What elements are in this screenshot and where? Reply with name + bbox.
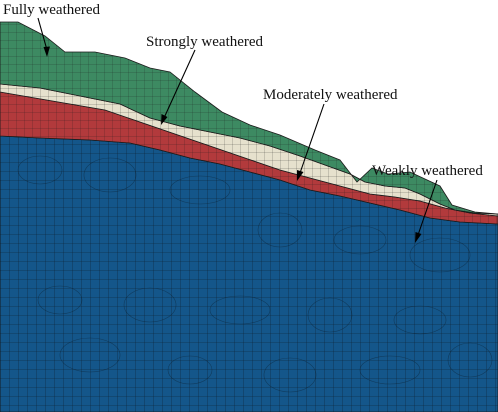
leader-strongly [161, 49, 196, 125]
mesh-transition-zone [167, 355, 213, 385]
leader-fully [37, 17, 50, 57]
leader-weakly [415, 179, 438, 243]
mesh-transition-zone [17, 155, 63, 185]
mesh-transition-zone [409, 237, 471, 273]
leader-moderately [297, 103, 325, 181]
mesh-transition-zone [333, 225, 387, 255]
label-moderately-weathered: Moderately weathered [263, 87, 398, 103]
label-fully-weathered: Fully weathered [3, 2, 101, 18]
mesh-transition-zone [257, 212, 303, 248]
mesh-transition-zone [37, 285, 83, 315]
mesh-transition-zone [209, 295, 271, 325]
mesh-transition-zone [393, 305, 447, 335]
mesh-transition-zone [83, 157, 137, 193]
mesh-transition-zones [17, 155, 493, 393]
weakly-weathered-mesh [0, 136, 498, 412]
moderately-weathered-mesh [0, 92, 498, 224]
mesh-transition-zone [123, 287, 177, 323]
mesh-transition-zone [263, 357, 317, 393]
mesh-transition-zone [447, 342, 493, 378]
fully-weathered-mesh [0, 22, 498, 214]
mesh-transition-zone [359, 355, 421, 385]
mesh-transition-zone [169, 175, 231, 205]
label-weakly-weathered: Weakly weathered [372, 163, 483, 179]
label-strongly-weathered: Strongly weathered [146, 34, 264, 50]
mesh-transition-zone [307, 297, 353, 333]
mesh-transition-zone [59, 337, 121, 373]
strongly-weathered-mesh [0, 84, 498, 216]
